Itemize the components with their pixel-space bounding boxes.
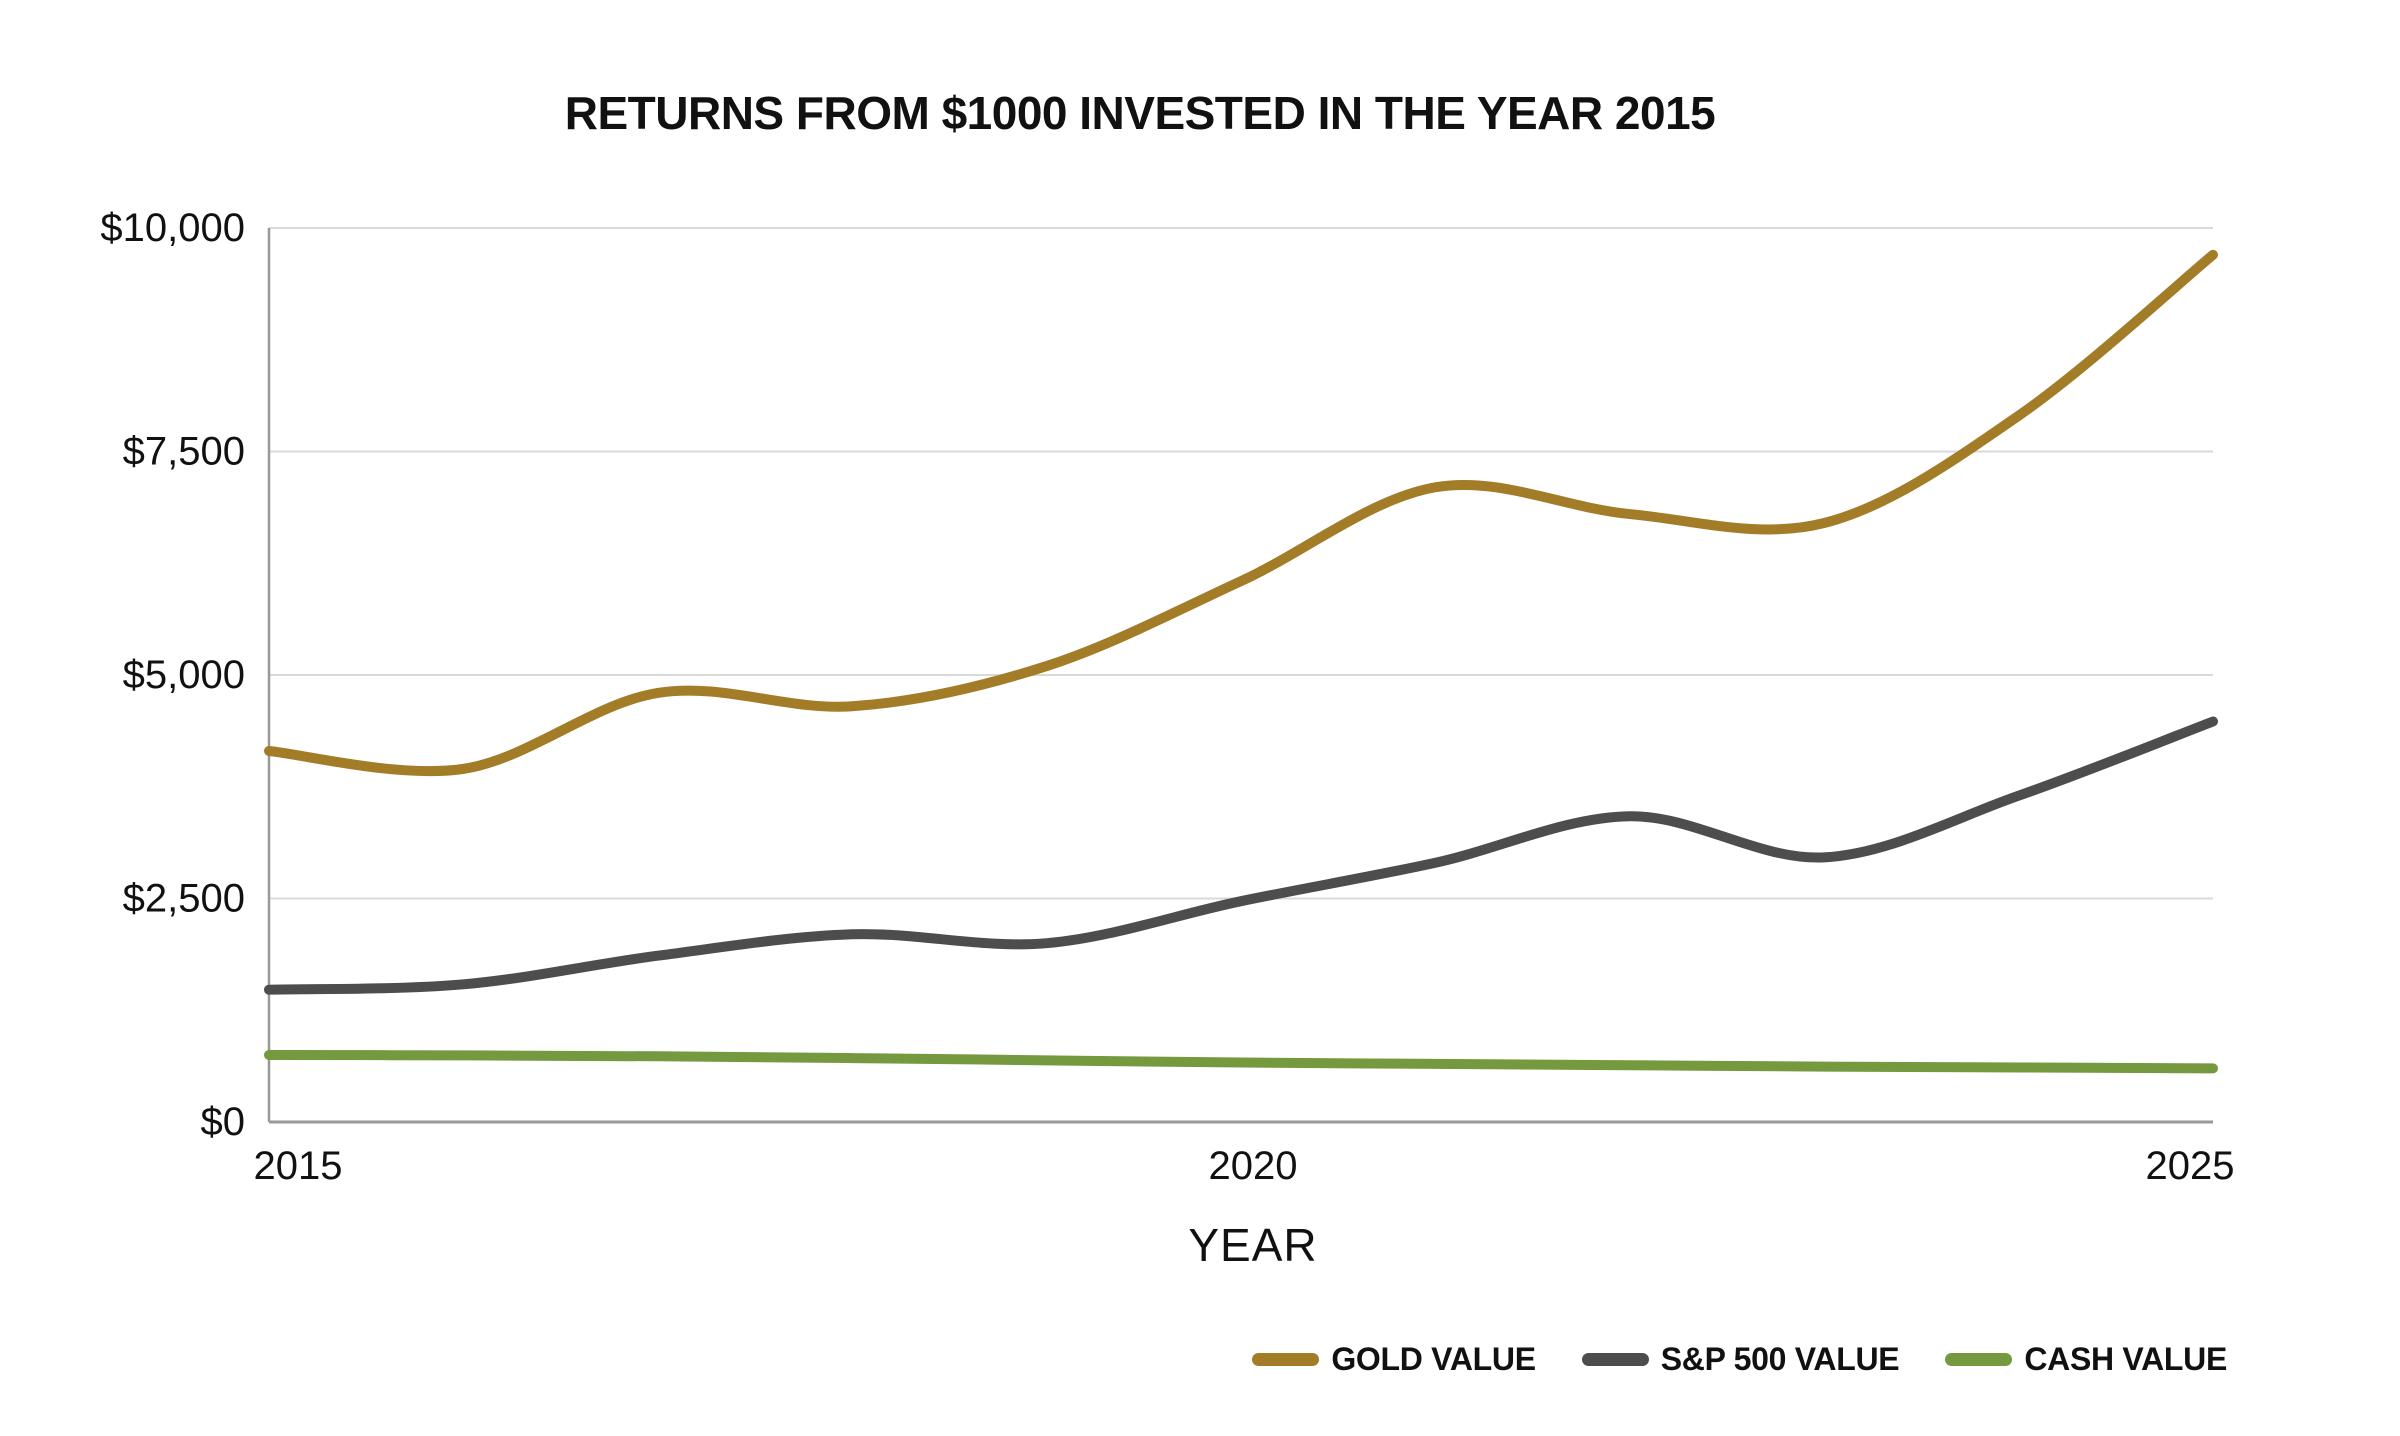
gold-value-line bbox=[264, 249, 2218, 777]
legend-label: CASH VALUE bbox=[2024, 1341, 2227, 1377]
chart-legend: GOLD VALUE S&P 500 VALUE CASH VALUE bbox=[1252, 1341, 2227, 1378]
gold-value-swatch-icon bbox=[1252, 1353, 1320, 1366]
legend-label: S&P 500 VALUE bbox=[1660, 1341, 1900, 1377]
cash-value-swatch-icon bbox=[1945, 1353, 2013, 1366]
x-tick-label: 2020 bbox=[1209, 1144, 1298, 1188]
s-p-500-value-line bbox=[264, 716, 2218, 995]
y-tick-label: $2,500 bbox=[123, 877, 245, 921]
legend-item-gold-value: GOLD VALUE bbox=[1252, 1341, 1536, 1378]
y-tick-label: $10,000 bbox=[100, 206, 245, 250]
legend-item-cash-value: CASH VALUE bbox=[1945, 1341, 2227, 1378]
y-tick-label: $5,000 bbox=[123, 653, 245, 697]
x-tick-label: 2025 bbox=[2146, 1144, 2235, 1188]
legend-item-s-p-500-value: S&P 500 VALUE bbox=[1581, 1341, 1900, 1378]
x-tick-label: 2015 bbox=[254, 1144, 343, 1188]
chart-title: RETURNS FROM $1000 INVESTED IN THE YEAR … bbox=[564, 87, 1716, 139]
x-axis-title: YEAR bbox=[1188, 1219, 1318, 1271]
legend-label: GOLD VALUE bbox=[1331, 1341, 1536, 1377]
s-p-500-value-swatch-icon bbox=[1581, 1353, 1649, 1366]
y-tick-label: $7,500 bbox=[123, 430, 245, 474]
y-tick-label: $0 bbox=[201, 1100, 246, 1144]
cash-value-line bbox=[264, 1049, 2218, 1074]
